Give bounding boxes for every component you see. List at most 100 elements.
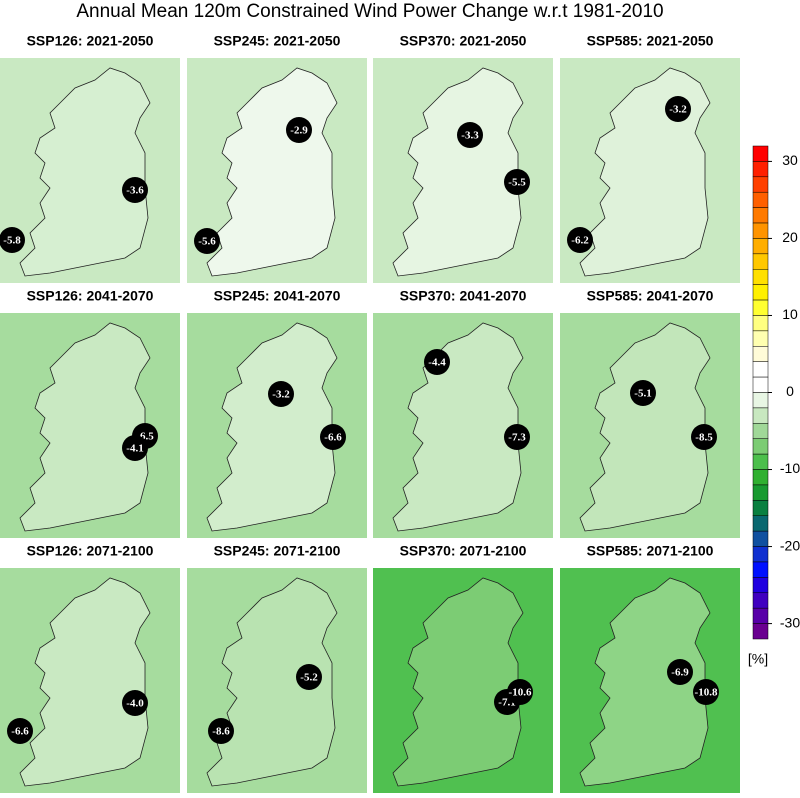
colorbar-box [752, 222, 769, 239]
marker-label: -3.3 [461, 130, 479, 142]
marker [208, 718, 234, 744]
island [19, 322, 151, 532]
map-panel: -3.3 -5.5 [373, 58, 553, 283]
marker-label: -4.1 [126, 443, 143, 455]
colorbar-box [752, 361, 769, 378]
map-panel: -4.0 -6.6 [0, 568, 180, 793]
colorbar-box [752, 299, 769, 316]
colorbar-box [752, 577, 769, 594]
marker-label: -10.6 [509, 687, 532, 699]
colorbar-box [752, 469, 769, 486]
marker-label: -8.5 [695, 432, 713, 444]
map-panel: -3.2 -6.6 [187, 313, 367, 538]
colorbar-box [752, 546, 769, 563]
marker [424, 349, 450, 375]
map-panel: -4.4 -7.3 [373, 313, 553, 538]
marker-label: -5.6 [198, 236, 216, 248]
colorbar-box [752, 515, 769, 532]
colorbar-box [752, 253, 769, 270]
marker-label: -3.2 [669, 104, 687, 116]
colorbar-box [752, 176, 769, 193]
island [579, 577, 711, 787]
colorbar-box [752, 346, 769, 362]
marker [630, 380, 656, 406]
map-panel: -2.9 -5.6 [187, 58, 367, 283]
marker-label: -6.6 [11, 726, 29, 738]
map-panel: -5.8 -3.6 [0, 58, 180, 283]
colorbar-tick-label: 30 [782, 152, 798, 168]
marker-label: -6.9 [671, 667, 689, 679]
colorbar-tick-label: 10 [782, 306, 798, 322]
marker [504, 424, 530, 450]
marker [691, 424, 717, 450]
colorbar-box [752, 238, 769, 255]
marker-label: -5.5 [508, 177, 526, 189]
map-panel: -6.5-4.1 [0, 313, 180, 538]
colorbar-box [752, 407, 769, 424]
marker-label: -10.8 [695, 687, 718, 699]
colorbar-tick-label: -20 [780, 537, 800, 553]
colorbar-box [752, 500, 769, 516]
map-panel: -6.9 -10.8 [560, 568, 740, 793]
marker-label: -3.2 [272, 389, 290, 401]
marker-label: -4.4 [428, 357, 446, 369]
panel-title: SSP585: 2041-2070 [587, 288, 714, 304]
island [206, 322, 338, 532]
marker [7, 718, 33, 744]
colorbar-box [752, 607, 769, 624]
colorbar-box [752, 623, 769, 640]
island [392, 67, 524, 277]
figure-title: Annual Mean 120m Constrained Wind Power … [76, 1, 663, 22]
colorbar-box [752, 376, 769, 393]
colorbar-box [752, 438, 769, 455]
marker [286, 117, 312, 143]
panel-title: SSP370: 2071-2100 [400, 543, 527, 559]
marker [665, 96, 691, 122]
marker [194, 228, 220, 254]
marker [504, 169, 530, 195]
colorbar-box [752, 423, 769, 439]
panel-title: SSP245: 2021-2050 [214, 33, 341, 49]
colorbar-tick-label: -30 [780, 614, 800, 630]
marker [122, 177, 148, 203]
marker-label: -6.6 [324, 432, 342, 444]
marker-label: -5.1 [634, 388, 651, 400]
panel-title: SSP126: 2071-2100 [27, 543, 154, 559]
panel-title: SSP370: 2021-2050 [400, 33, 527, 49]
marker [122, 690, 148, 716]
colorbar-box [752, 191, 769, 208]
colorbar-tick-label: -10 [780, 460, 800, 476]
marker [667, 659, 693, 685]
marker [320, 424, 346, 450]
colorbar-box [752, 330, 769, 347]
marker [507, 679, 533, 705]
island [19, 577, 151, 787]
colorbar-box [752, 453, 769, 470]
marker [296, 664, 322, 690]
colorbar-box [752, 207, 769, 224]
colorbar-box [752, 592, 769, 609]
marker-label: -7.3 [508, 432, 526, 444]
marker [122, 435, 148, 461]
marker [268, 381, 294, 407]
panel-title: SSP245: 2041-2070 [214, 288, 341, 304]
colorbar-box [752, 315, 769, 332]
marker-label: -6.2 [571, 235, 589, 247]
colorbar-box [752, 392, 769, 409]
marker-label: -8.6 [212, 726, 230, 738]
panel-title: SSP126: 2021-2050 [27, 33, 154, 49]
map-panel: -3.2 -6.2 [560, 58, 740, 283]
map-panel: -5.2 -8.6 [187, 568, 367, 793]
panel-title: SSP126: 2041-2070 [27, 288, 154, 304]
panel-title: SSP585: 2071-2100 [587, 543, 714, 559]
colorbar-box [752, 284, 769, 301]
map-panel: -7.1-10.6 [373, 568, 553, 793]
colorbar-box [752, 269, 769, 285]
marker [567, 227, 593, 253]
island [392, 322, 524, 532]
marker [693, 679, 719, 705]
marker-label: -5.2 [300, 672, 318, 684]
colorbar-tick-label: 20 [782, 229, 798, 245]
marker-label: -5.8 [3, 235, 21, 247]
